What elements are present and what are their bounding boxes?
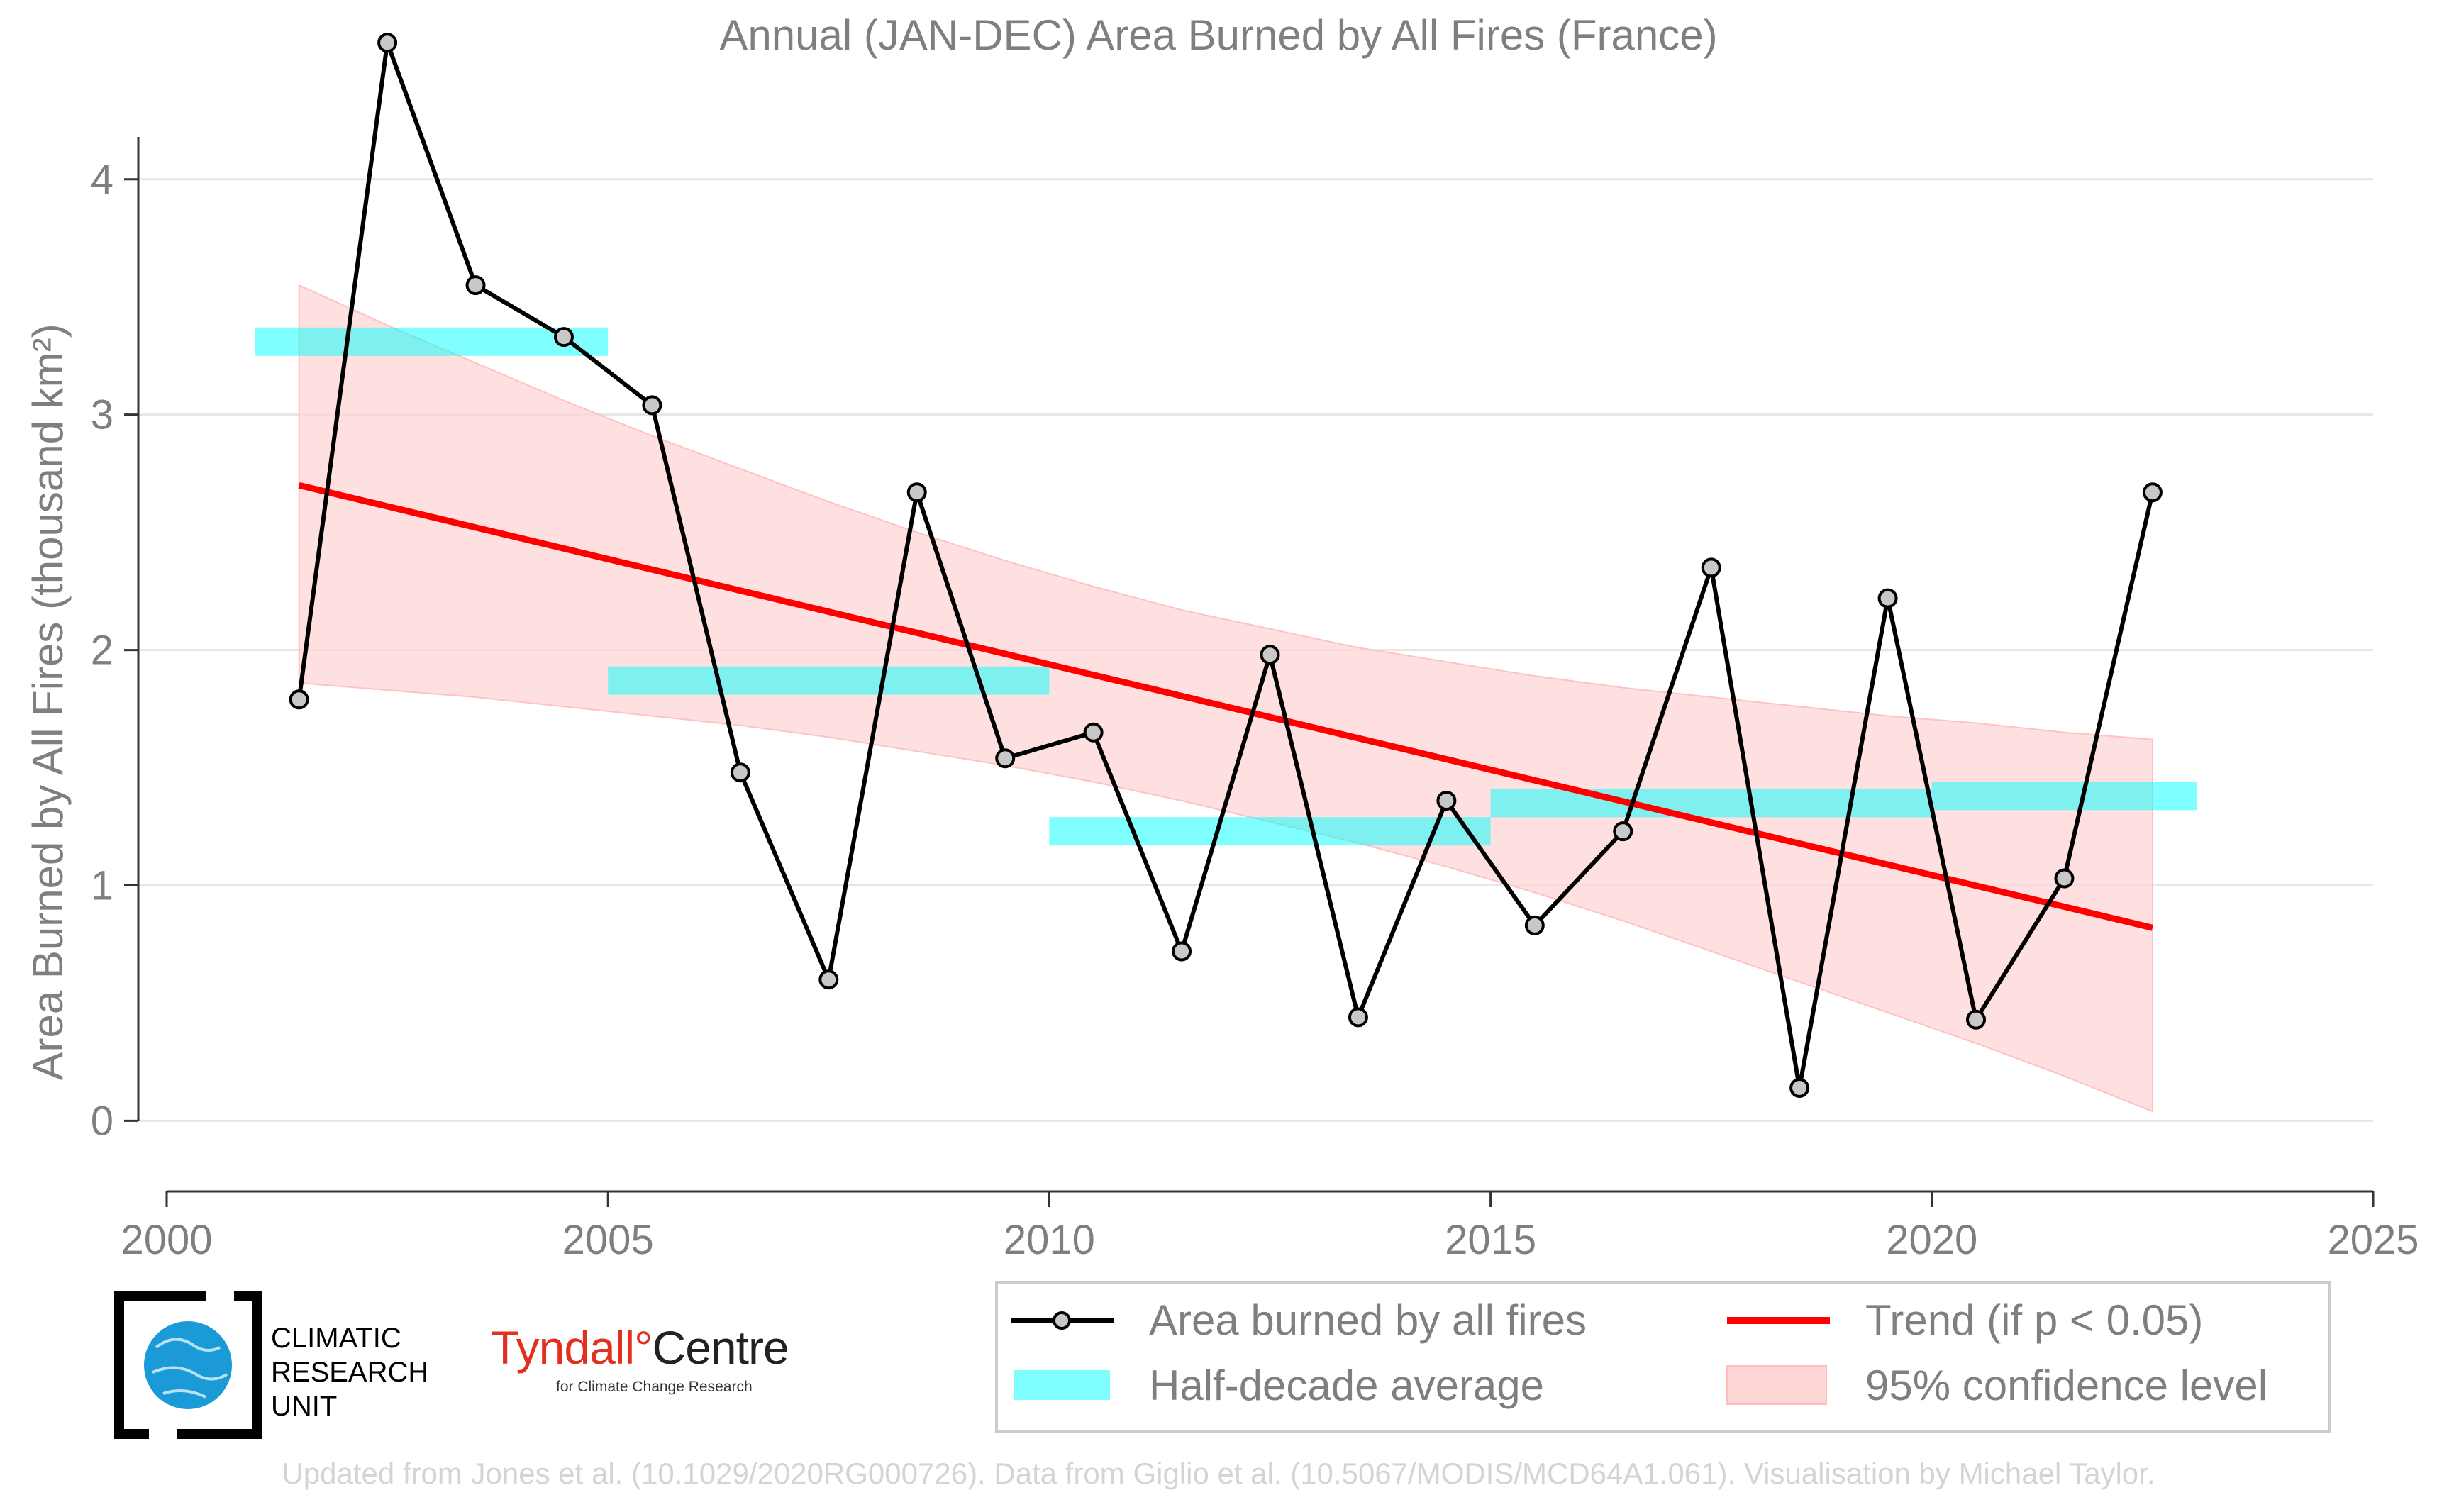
globe-icon-continents: [152, 1338, 228, 1399]
data-point-2018: [1789, 1077, 1810, 1098]
legend-label-trend: Trend (if p < 0.05): [1865, 1296, 2203, 1344]
series-line: [296, 40, 2155, 1090]
tyndall-logo-name: Tyndall°Centre: [491, 1321, 803, 1374]
data-point-2013: [1348, 1007, 1368, 1028]
data-point-2009: [995, 748, 1016, 769]
tyndall-logo-subtitle: for Climate Change Research: [556, 1379, 753, 1395]
legend-label-confidence: 95% confidence level: [1865, 1362, 2267, 1409]
legend-swatch-marker: [1053, 1311, 1071, 1330]
y-tick-label-0: 0: [91, 1098, 113, 1144]
cru-logo-frame: [114, 1291, 206, 1439]
x-tick-label-2015: 2015: [1445, 1217, 1536, 1263]
data-point-2007: [818, 969, 839, 990]
area-burned-series: [289, 33, 2163, 1098]
tyndall-logo-degree: °: [634, 1321, 653, 1374]
data-point-2015: [1524, 915, 1545, 935]
data-point-2011: [1172, 941, 1192, 962]
data-point-2020: [1966, 1009, 1987, 1030]
x-tick-label-2000: 2000: [121, 1217, 212, 1263]
footer-credits: Updated from Jones et al. (10.1029/2020R…: [282, 1457, 2155, 1490]
y-tick-label-2: 2: [91, 628, 113, 674]
half-decade-bar-4: [1931, 782, 2197, 811]
data-point-2016: [1613, 821, 1633, 842]
y-tick-label-3: 3: [91, 392, 113, 438]
legend-swatch-half-decade: [1014, 1370, 1110, 1400]
x-tick-label-2020: 2020: [1886, 1217, 1977, 1263]
data-point-2005: [642, 395, 662, 416]
legend: Area burned by all fires Half-decade ave…: [995, 1281, 2331, 1433]
y-axis-label: Area Burned by All Fires (thousand km²): [24, 323, 72, 1080]
data-point-2021: [2054, 868, 2075, 889]
x-tick-label-2010: 2010: [1004, 1217, 1095, 1263]
data-point-2017: [1701, 557, 1721, 578]
data-point-2010: [1083, 722, 1104, 743]
cru-logo-line2: RESEARCH: [271, 1357, 428, 1388]
x-tick-label-2025: 2025: [2327, 1217, 2419, 1263]
x-tick-label-2005: 2005: [562, 1217, 654, 1263]
tyndall-logo-centre: Centre: [652, 1321, 789, 1374]
half-decade-bar-3: [1490, 789, 1932, 818]
data-point-2001: [289, 689, 309, 710]
legend-label-half-decade: Half-decade average: [1149, 1362, 1544, 1409]
y-axis-label-main: Area Burned by All Fires (thousand km²): [24, 323, 72, 1080]
data-point-2022: [2142, 482, 2163, 503]
axes: 0 1 2 3 4 2000 2005 2010 2015 2020 2025: [91, 137, 2419, 1263]
data-point-2014: [1436, 791, 1457, 811]
data-point-2012: [1260, 645, 1280, 665]
data-point-2019: [1877, 588, 1898, 608]
data-point-2002: [377, 33, 398, 53]
legend-frame: [995, 1281, 2331, 1433]
cru-logo-frame-right: [177, 1291, 262, 1439]
cru-logo-line1: CLIMATIC: [271, 1323, 401, 1354]
y-tick-label-1: 1: [91, 863, 113, 909]
tyndall-logo: Tyndall°Centre for Climate Change Resear…: [491, 1321, 803, 1406]
globe-icon: [144, 1321, 232, 1409]
legend-swatch-confidence: [1726, 1365, 1827, 1405]
data-point-2006: [730, 762, 750, 783]
legend-label-area-burned: Area burned by all fires: [1149, 1296, 1587, 1344]
data-point-2003: [465, 275, 486, 296]
data-point-2008: [906, 482, 927, 503]
confidence-band: [298, 284, 2153, 1113]
y-tick-label-4: 4: [91, 157, 113, 203]
confidence-band-area: [298, 284, 2153, 1113]
half-decade-bar-0: [255, 327, 609, 356]
half-decade-bar-2: [1049, 817, 1491, 846]
tyndall-logo-word: Tyndall: [491, 1321, 635, 1374]
data-point-2004: [553, 327, 574, 348]
cru-logo-line3: UNIT: [271, 1391, 337, 1422]
chart-title: Annual (JAN-DEC) Area Burned by All Fire…: [719, 11, 1717, 59]
cru-logo: CLIMATIC RESEARCH UNIT: [114, 1291, 428, 1439]
